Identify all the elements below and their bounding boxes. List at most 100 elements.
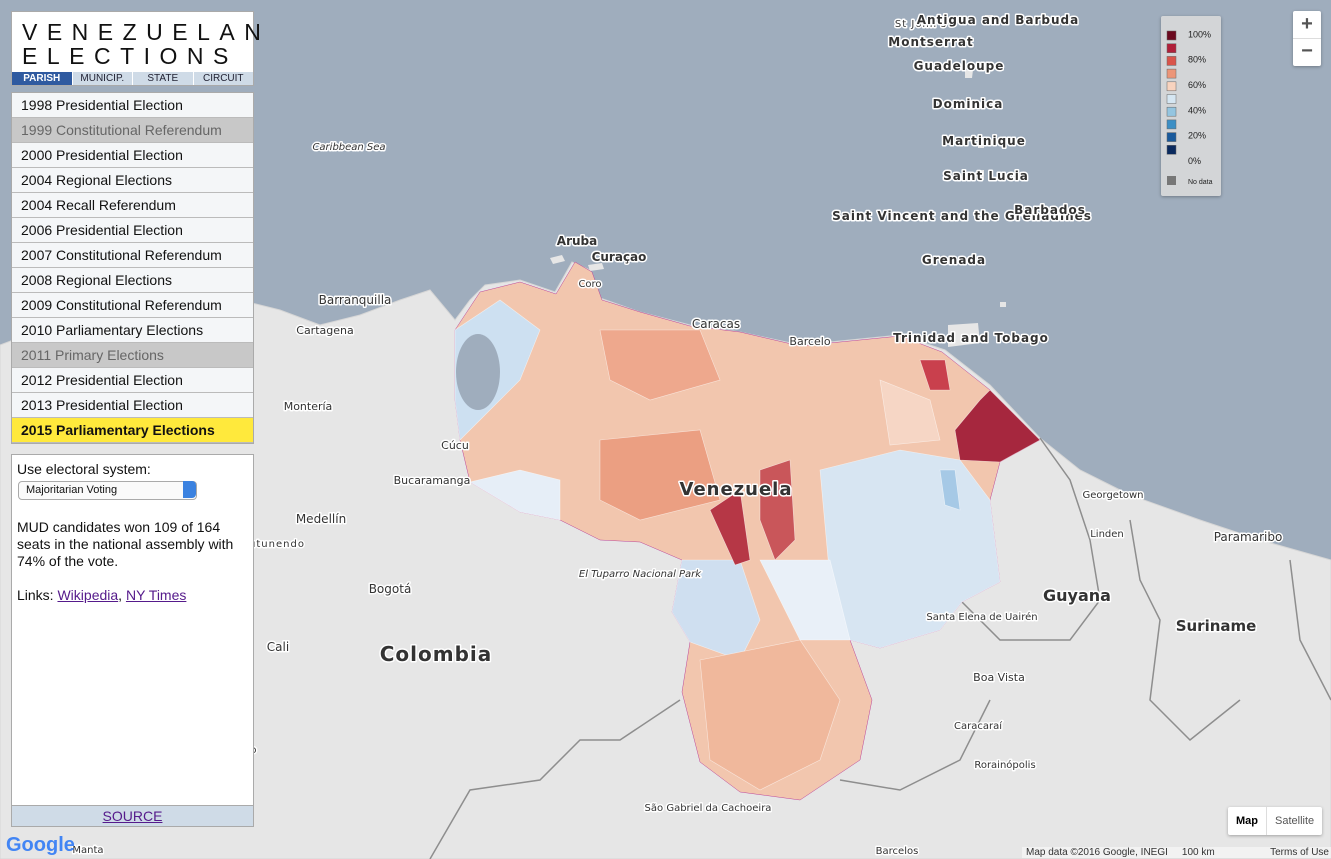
map-label: Guyana <box>1043 586 1111 605</box>
map-label: Medellín <box>296 512 346 526</box>
legend-swatch <box>1166 43 1177 53</box>
map-type[interactable]: Map <box>1228 807 1267 835</box>
source-link[interactable]: SOURCE <box>102 808 163 824</box>
map-label: Saint Lucia <box>943 169 1029 183</box>
legend-label: 40% <box>1188 105 1206 115</box>
legend-label: 80% <box>1188 55 1206 65</box>
map-label: Bucaramanga <box>394 474 471 487</box>
legend-swatch <box>1166 145 1177 155</box>
level-tab[interactable]: STATE <box>132 72 193 85</box>
map-label: Cartagena <box>296 324 353 337</box>
summary: MUD candidates won 109 of 164 seats in t… <box>17 519 234 569</box>
map-label: Suriname <box>1176 617 1257 635</box>
election-item[interactable]: 2011 Primary Elections <box>12 343 253 368</box>
level-tab[interactable]: MUNICIP. <box>71 72 132 85</box>
legend-swatch <box>1166 81 1177 92</box>
map-label: Aruba <box>557 234 597 248</box>
map-label: Saint Vincent and the Grenadines <box>832 209 1092 223</box>
header: VENEZUELAN ELECTIONS PARISH MUNICIP. STATE… <box>11 11 271 86</box>
legend-swatch <box>1166 119 1177 130</box>
title: VENEZUELAN <box>22 19 271 45</box>
map-label: Barcelos <box>876 846 919 857</box>
election-item[interactable]: 2009 Constitutional Referendum <box>12 293 253 318</box>
source-bar: SOURCE <box>11 806 254 827</box>
legend-swatch <box>1167 176 1176 185</box>
map-label: El Tuparro Nacional Park <box>579 569 702 580</box>
level-tab[interactable]: CIRCUIT <box>192 72 253 85</box>
links: Links: Wikipedia, NY Times <box>17 587 187 603</box>
map-label: Montería <box>284 400 333 413</box>
map-label: Grenada <box>922 253 986 267</box>
legend-label: 100% <box>1188 29 1211 39</box>
legend-graphic: 100% 80% 60% 40% 20% 0% No data <box>1166 29 1213 186</box>
map-label: Bogotá <box>369 582 412 596</box>
borders <box>429 437 1331 859</box>
sidebar: VENEZUELAN ELECTIONS PARISH MUNICIP. STATE… <box>11 11 271 827</box>
map-label: utunendo <box>249 539 305 550</box>
map-label: Montserrat <box>888 35 973 49</box>
map-label: Rorainópolis <box>974 759 1035 771</box>
election-item[interactable]: 2015 Parliamentary Elections <box>12 418 253 443</box>
zoom-in[interactable]: + <box>1293 11 1321 39</box>
election-item[interactable]: 2010 Parliamentary Elections <box>12 318 253 343</box>
election-item[interactable]: 2004 Regional Elections <box>12 168 253 193</box>
map-label: São Gabriel da Cachoeira <box>645 803 772 814</box>
map-label: Antigua and Barbuda <box>917 13 1079 27</box>
map-label: Manta <box>72 845 103 856</box>
legend-swatch <box>1166 68 1177 79</box>
legend-label: 60% <box>1188 80 1206 90</box>
legend-swatch <box>1166 132 1177 142</box>
zoom-control: + − <box>1293 11 1321 66</box>
map-type[interactable]: Satellite <box>1275 815 1315 827</box>
map-data: Map data ©2016 Google, INEGI <box>1026 847 1168 858</box>
level-tabs: PARISH MUNICIP. STATE CIRCUIT <box>12 72 253 85</box>
info-panel: Use electoral system: Majoritarian Votin… <box>11 454 254 806</box>
map-label: Caribbean Sea <box>312 142 385 153</box>
map-label: Cali <box>267 640 289 654</box>
map-label: Caracaraí <box>954 720 1003 732</box>
map-label: Paramaribo <box>1214 530 1283 544</box>
election-list: 1998 Presidential Election 1999 Constitut… <box>11 92 254 444</box>
map-label: Trinidad and Tobago <box>893 331 1049 345</box>
map-label: Cúcu <box>441 439 469 452</box>
scale: 100 km <box>1181 847 1215 858</box>
map-type-control: Map Satellite <box>1228 807 1322 835</box>
title: ELECTIONS <box>22 43 238 69</box>
legend-swatch <box>1166 94 1177 104</box>
zoom-out[interactable]: − <box>1301 40 1313 62</box>
links-label: Links: <box>17 587 54 603</box>
map-label: Barbados <box>1014 203 1086 217</box>
terms[interactable]: Terms of Use <box>1270 847 1329 858</box>
election-item[interactable]: 2000 Presidential Election <box>12 143 253 168</box>
election-item[interactable]: 1998 Presidential Election <box>12 93 253 118</box>
link[interactable]: Wikipedia <box>57 587 119 603</box>
legend-swatch <box>1166 106 1177 117</box>
legend-label: 0% <box>1188 156 1201 166</box>
map-label: Coro <box>578 279 601 290</box>
map-label: Dominica <box>933 97 1004 111</box>
election-item[interactable]: 2013 Presidential Election <box>12 393 253 418</box>
election-item[interactable]: 2004 Recall Referendum <box>12 193 253 218</box>
system-label: Use electoral system: <box>17 461 151 477</box>
link[interactable]: NY Times <box>125 587 187 603</box>
map-label: Barcelo <box>789 335 830 348</box>
map-label: St John's <box>895 19 947 30</box>
election-item[interactable]: 1999 Constitutional Referendum <box>12 118 253 143</box>
map-label: Colombia <box>380 642 493 666</box>
map-label: Martinique <box>942 134 1026 148</box>
system-select[interactable]: Majoritarian Voting <box>18 481 197 500</box>
level-tab[interactable]: PARISH <box>12 72 72 85</box>
legend: 100% 80% 60% 40% 20% 0% No data <box>1161 16 1221 196</box>
select-arrow <box>183 481 196 498</box>
legend-swatch <box>1166 30 1177 41</box>
election-item[interactable]: 2008 Regional Elections <box>12 268 253 293</box>
attribution: Map data ©2016 Google, INEGI 100 km Term… <box>1022 847 1331 858</box>
election-item[interactable]: 2012 Presidential Election <box>12 368 253 393</box>
map-label: Venezuela <box>680 479 793 500</box>
map-label: Linden <box>1090 529 1124 540</box>
map-label: Georgetown <box>1082 490 1143 501</box>
election-item[interactable]: 2006 Presidential Election <box>12 218 253 243</box>
election-item[interactable]: 2007 Constitutional Referendum <box>12 243 253 268</box>
